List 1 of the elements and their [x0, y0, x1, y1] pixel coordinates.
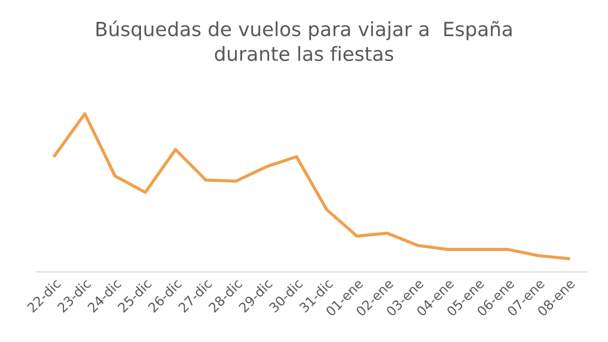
chart-title: Búsquedas de vuelos para viajar a España durante las fiestas — [96, 20, 512, 62]
